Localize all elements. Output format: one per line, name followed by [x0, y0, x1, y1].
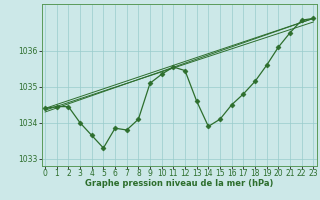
X-axis label: Graphe pression niveau de la mer (hPa): Graphe pression niveau de la mer (hPa) — [85, 179, 273, 188]
